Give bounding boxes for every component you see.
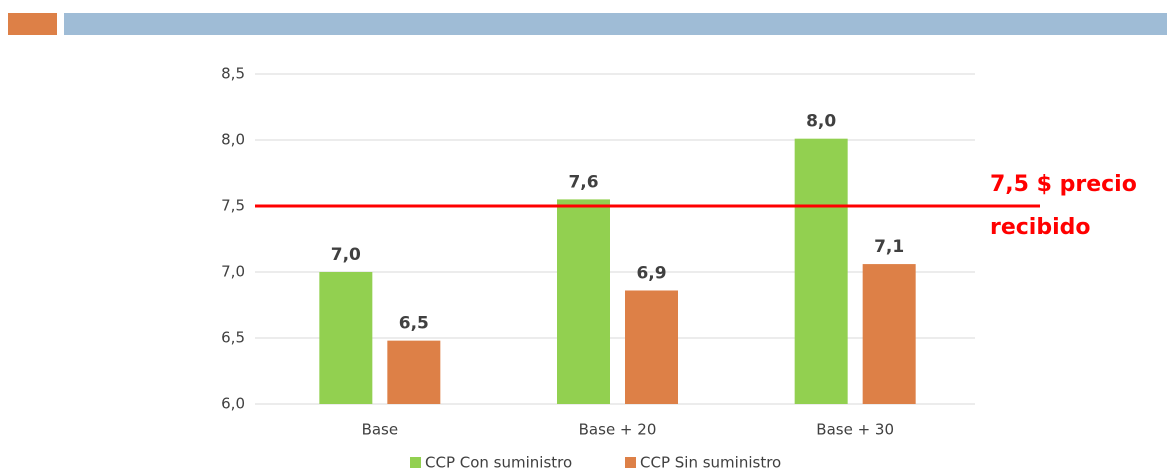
accent-block [8,13,57,35]
y-tick-label: 8,0 [221,131,245,149]
value-label: 8,0 [806,112,836,132]
y-tick-label: 6,0 [221,395,245,413]
reference-label: 7,5 $ precio [990,172,1137,197]
value-label: 7,6 [568,172,598,192]
legend-swatch [625,457,636,468]
bar [625,290,678,404]
bar [387,340,441,404]
bar [557,199,610,404]
legend-label: CCP Sin suministro [640,454,781,472]
header-bar [64,13,1167,35]
y-tick-label: 8,5 [221,65,245,83]
y-tick-label: 7,0 [221,263,245,281]
legend-swatch [410,457,421,468]
reference-label: recibido [990,215,1091,240]
y-tick-label: 6,5 [221,329,245,347]
y-tick-label: 7,5 [221,197,245,215]
bar [319,272,373,404]
legend-label: CCP Con suministro [425,454,572,472]
x-tick-label: Base + 20 [579,421,657,439]
value-label: 7,0 [331,245,361,265]
x-tick-label: Base [362,421,399,439]
x-tick-label: Base + 30 [816,421,894,439]
value-label: 7,1 [874,237,904,257]
bar [794,138,848,404]
value-label: 6,9 [636,263,666,283]
bar [862,264,916,404]
value-label: 6,5 [399,314,429,334]
